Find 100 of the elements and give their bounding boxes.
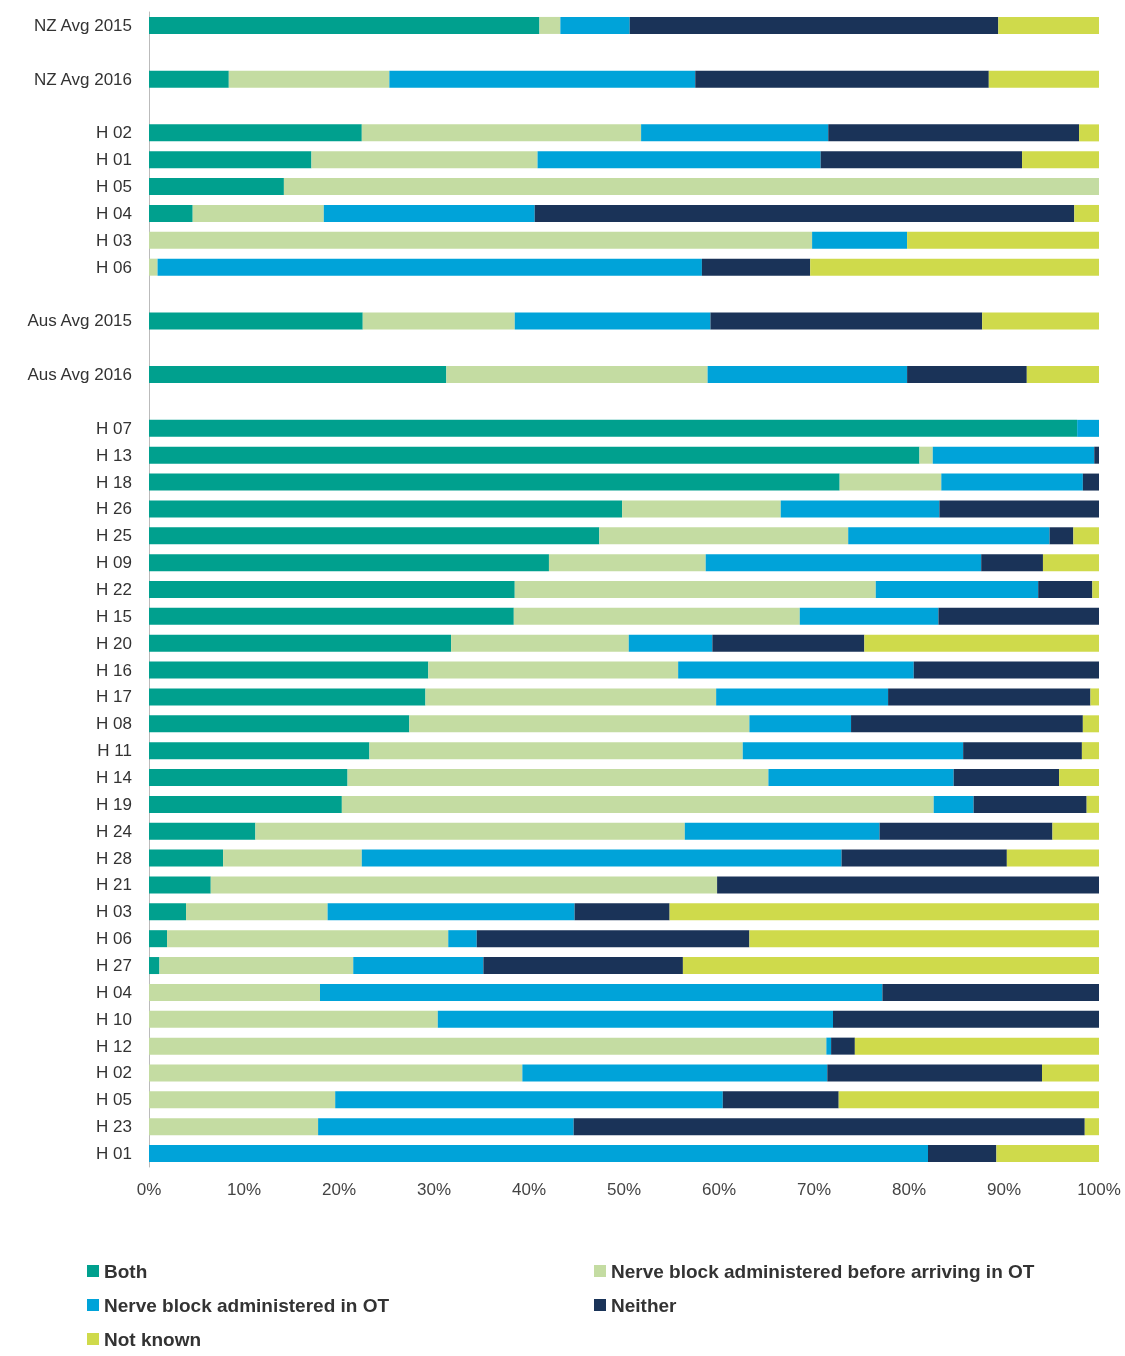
bar xyxy=(622,500,781,518)
y-tick-label: H 09 xyxy=(96,553,132,573)
bar xyxy=(678,661,914,679)
bar xyxy=(1081,742,1099,760)
bar xyxy=(1052,822,1099,840)
bar xyxy=(717,876,1099,894)
bar xyxy=(353,957,484,975)
x-tick-label: 10% xyxy=(226,1180,262,1199)
bar xyxy=(1074,204,1099,222)
bar xyxy=(716,688,889,706)
bar xyxy=(599,527,849,545)
y-tick-label: H 15 xyxy=(96,606,132,626)
bar xyxy=(341,795,934,813)
y-tick-label: H 18 xyxy=(96,472,132,492)
bar xyxy=(1079,124,1099,142)
legend-label: Not known xyxy=(104,1328,202,1350)
y-tick-label: H 27 xyxy=(96,956,132,976)
bar xyxy=(149,70,229,88)
bar xyxy=(820,151,1023,169)
bar xyxy=(522,1064,828,1082)
bar xyxy=(1042,554,1099,572)
bar xyxy=(888,688,1091,706)
bar xyxy=(574,903,670,921)
bar xyxy=(941,473,1083,491)
bar xyxy=(913,661,1099,679)
bar xyxy=(514,312,711,330)
bar xyxy=(988,70,1099,88)
bar xyxy=(149,16,540,34)
bar xyxy=(149,366,447,384)
bar xyxy=(701,258,811,276)
y-tick-label: H 08 xyxy=(96,714,132,734)
y-tick-label: NZ Avg 2015 xyxy=(34,15,132,35)
bar xyxy=(149,930,168,948)
bar xyxy=(361,849,842,867)
bar xyxy=(476,930,750,948)
bar xyxy=(982,312,1099,330)
bar xyxy=(841,849,1007,867)
y-tick-label: Aus Avg 2015 xyxy=(27,311,132,331)
bar xyxy=(255,822,685,840)
y-tick-label: H 16 xyxy=(96,660,132,680)
y-tick-label: H 24 xyxy=(96,821,132,841)
bar xyxy=(149,1091,336,1109)
legend-label: Nerve block administered in OT xyxy=(104,1294,390,1316)
bar xyxy=(749,930,1099,948)
bar xyxy=(149,1037,827,1055)
bar xyxy=(149,527,600,545)
bar xyxy=(451,634,629,652)
bar xyxy=(848,527,1050,545)
bar xyxy=(682,957,1099,975)
bar xyxy=(1082,715,1099,733)
bar xyxy=(149,1118,319,1136)
bar xyxy=(186,903,328,921)
bar xyxy=(928,1145,997,1163)
bar xyxy=(827,1064,1042,1082)
bar xyxy=(838,1091,1099,1109)
x-tick-label: 90% xyxy=(986,1180,1022,1199)
bar xyxy=(1090,688,1099,706)
bar xyxy=(1077,419,1099,437)
x-tick-label: 20% xyxy=(321,1180,357,1199)
bar xyxy=(851,715,1083,733)
bar xyxy=(629,16,999,34)
bar xyxy=(149,204,193,222)
y-tick-label: H 10 xyxy=(96,1009,132,1029)
bar xyxy=(1084,1118,1099,1136)
bar xyxy=(157,258,702,276)
x-tick-label: 80% xyxy=(891,1180,927,1199)
x-tick-label: 30% xyxy=(416,1180,452,1199)
bar xyxy=(149,661,429,679)
bar xyxy=(742,742,964,760)
y-tick-label: H 02 xyxy=(96,123,132,143)
y-tick-label: H 25 xyxy=(96,526,132,546)
bar xyxy=(149,312,363,330)
legend-label: Neither xyxy=(611,1294,678,1316)
y-tick-label: H 23 xyxy=(96,1117,132,1137)
bar xyxy=(810,258,1099,276)
bar xyxy=(749,715,852,733)
x-tick-label: 70% xyxy=(796,1180,832,1199)
bar xyxy=(361,124,642,142)
bar xyxy=(149,715,410,733)
bar xyxy=(705,554,982,572)
bar xyxy=(327,903,575,921)
bar xyxy=(534,204,1075,222)
bar xyxy=(448,930,477,948)
bar xyxy=(149,258,158,276)
bar xyxy=(323,204,535,222)
bar xyxy=(149,634,452,652)
bar xyxy=(347,769,769,787)
bar xyxy=(695,70,989,88)
bar xyxy=(149,124,362,142)
bar xyxy=(149,769,348,787)
bar xyxy=(1038,581,1093,598)
bar xyxy=(149,419,1078,437)
bar xyxy=(149,957,160,975)
x-tick-label: 0% xyxy=(136,1180,162,1199)
bar xyxy=(963,742,1082,760)
y-tick-label: H 11 xyxy=(97,741,132,761)
bar xyxy=(369,742,743,760)
y-tick-label: H 03 xyxy=(96,902,132,922)
bar xyxy=(210,876,718,894)
bar xyxy=(149,688,426,706)
